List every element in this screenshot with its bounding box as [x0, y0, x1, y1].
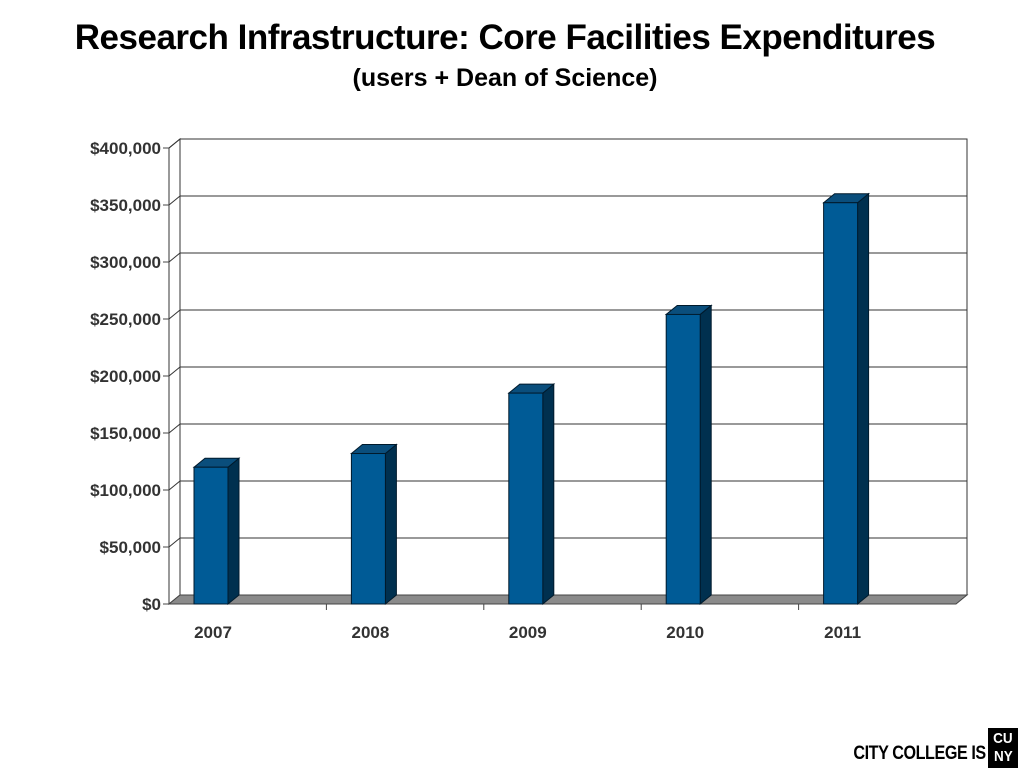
- bar-front: [823, 202, 859, 605]
- bar-front: [193, 466, 229, 605]
- gridline-side: [168, 195, 181, 206]
- bar-front: [665, 313, 701, 605]
- bar-2011: [822, 192, 871, 606]
- gridline-side: [168, 537, 181, 548]
- cuny-logo: CU NY: [988, 728, 1018, 768]
- y-axis-ticks: $0 $50,000 $100,000 $150,000 $200,000 $250,00…: [90, 139, 169, 614]
- y-tick-label: $100,000: [90, 481, 161, 500]
- bar-side: [542, 383, 555, 606]
- bar-layer: [192, 192, 871, 606]
- y-tick-label: $250,000: [90, 310, 161, 329]
- y-tick-label: $0: [142, 595, 161, 614]
- footer-branding: CITY COLLEGE IS CU NY: [830, 728, 1018, 768]
- bar-side: [857, 192, 870, 606]
- y-tick-label: $150,000: [90, 424, 161, 443]
- y-tick-label: $50,000: [100, 538, 161, 557]
- gridline-side: [168, 252, 181, 263]
- chart-subtitle: (users + Dean of Science): [352, 64, 658, 92]
- footer-text: CITY COLLEGE IS: [853, 743, 987, 764]
- x-axis-ticks: 2007 2008 2009 2010 2011: [194, 604, 861, 642]
- bar-2009: [507, 383, 556, 606]
- x-tick-label: 2009: [509, 623, 547, 642]
- gridline-side: [168, 309, 181, 320]
- y-tick-label: $350,000: [90, 196, 161, 215]
- y-tick-label: $300,000: [90, 253, 161, 272]
- x-tick-label: 2011: [824, 623, 861, 642]
- bar-side: [227, 457, 240, 606]
- bar-2008: [349, 443, 398, 606]
- logo-line-1: CU: [993, 730, 1013, 747]
- y-tick-label: $400,000: [90, 139, 161, 158]
- gridline-side: [168, 366, 181, 377]
- x-tick-label: 2008: [351, 623, 389, 642]
- bar-front: [350, 453, 386, 605]
- bar-2010: [664, 304, 713, 606]
- bar-side: [384, 443, 397, 606]
- bar-side: [699, 304, 712, 606]
- gridline-side: [168, 138, 181, 149]
- chart-title: Research Infrastructure: Core Facilities…: [74, 18, 936, 57]
- logo-line-2: NY: [993, 748, 1013, 765]
- gridline-side: [168, 423, 181, 434]
- x-tick-label: 2007: [194, 623, 232, 642]
- bar-front: [508, 392, 544, 605]
- gridline-side: [168, 480, 181, 491]
- y-tick-label: $200,000: [90, 367, 161, 386]
- x-tick-label: 2010: [666, 623, 704, 642]
- bar-2007: [192, 457, 241, 606]
